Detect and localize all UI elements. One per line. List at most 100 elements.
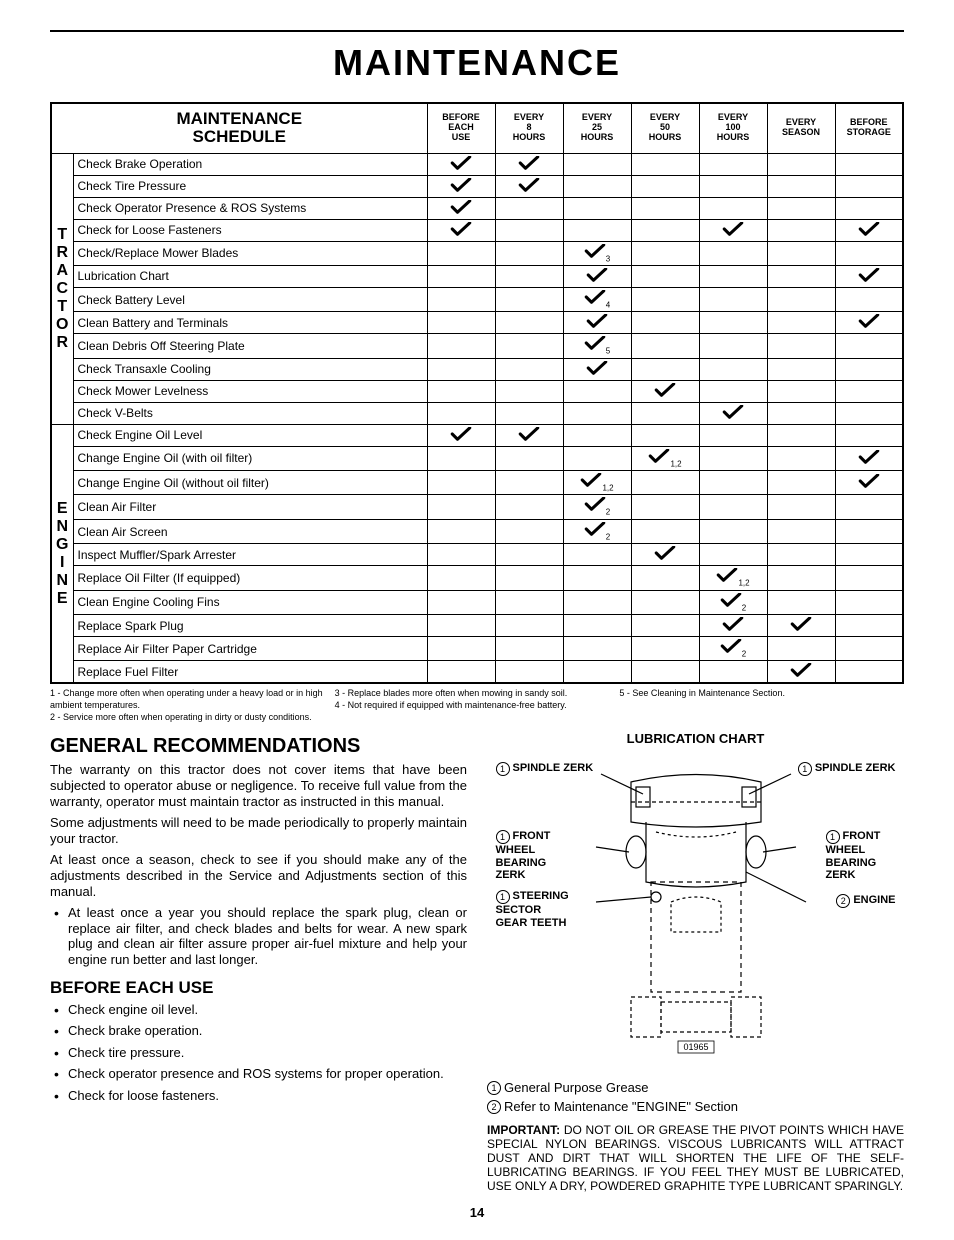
check-cell — [495, 519, 563, 543]
table-row: Change Engine Oil (with oil filter)1,2 — [51, 446, 903, 470]
check-cell — [699, 153, 767, 175]
table-row: Clean Battery and Terminals — [51, 312, 903, 334]
task-cell: Check Mower Levelness — [73, 380, 427, 402]
check-cell — [563, 219, 631, 241]
check-cell — [835, 471, 903, 495]
page-title: MAINTENANCE — [50, 42, 904, 84]
check-cell — [835, 661, 903, 684]
left-column: GENERAL RECOMMENDATIONS The warranty on … — [50, 731, 467, 1193]
check-cell — [767, 197, 835, 219]
check-cell: 1,2 — [631, 446, 699, 470]
check-cell — [835, 544, 903, 566]
check-cell — [427, 661, 495, 684]
task-cell: Check V-Belts — [73, 402, 427, 424]
table-row: Check Mower Levelness — [51, 380, 903, 402]
task-cell: Check Operator Presence & ROS Systems — [73, 197, 427, 219]
task-cell: Check Battery Level — [73, 287, 427, 311]
group-label: TRACTOR — [51, 153, 73, 424]
lub-label-wheel-right: 1FRONT WHEEL BEARING ZERK — [826, 830, 896, 880]
check-cell — [631, 197, 699, 219]
task-cell: Clean Engine Cooling Fins — [73, 590, 427, 614]
check-cell — [563, 380, 631, 402]
check-cell: 4 — [563, 287, 631, 311]
check-cell: 5 — [563, 334, 631, 358]
check-cell — [427, 566, 495, 590]
check-cell — [631, 358, 699, 380]
check-cell — [631, 334, 699, 358]
check-cell — [835, 495, 903, 519]
task-cell: Check/Replace Mower Blades — [73, 241, 427, 265]
lub-label-spindle-right: 1SPINDLE ZERK — [798, 762, 896, 776]
check-cell — [563, 661, 631, 684]
check-cell — [563, 153, 631, 175]
check-cell — [427, 519, 495, 543]
important-note: IMPORTANT: DO NOT OIL OR GREASE THE PIVO… — [487, 1124, 904, 1193]
table-row: Clean Debris Off Steering Plate5 — [51, 334, 903, 358]
check-cell — [495, 590, 563, 614]
check-cell — [835, 358, 903, 380]
check-cell — [631, 637, 699, 661]
check-cell — [699, 241, 767, 265]
check-cell — [427, 241, 495, 265]
check-cell — [631, 590, 699, 614]
check-cell — [699, 265, 767, 287]
check-cell — [699, 312, 767, 334]
check-cell — [631, 544, 699, 566]
check-cell — [495, 424, 563, 446]
check-cell — [495, 566, 563, 590]
check-cell — [835, 241, 903, 265]
check-cell — [495, 153, 563, 175]
check-cell — [563, 402, 631, 424]
check-cell — [563, 544, 631, 566]
lub-label-spindle-left: 1SPINDLE ZERK — [496, 762, 594, 776]
legend-row: 1General Purpose Grease — [487, 1080, 904, 1095]
check-cell: 2 — [699, 590, 767, 614]
check-cell — [631, 519, 699, 543]
check-cell — [427, 358, 495, 380]
top-rule — [50, 30, 904, 32]
check-cell — [767, 312, 835, 334]
check-cell — [767, 615, 835, 637]
check-cell — [835, 402, 903, 424]
check-cell — [495, 241, 563, 265]
check-cell — [427, 334, 495, 358]
check-cell — [563, 615, 631, 637]
check-cell — [427, 153, 495, 175]
table-row: Inspect Muffler/Spark Arrester — [51, 544, 903, 566]
list-item: At least once a year you should replace … — [68, 905, 467, 967]
check-cell — [767, 495, 835, 519]
table-row: Replace Spark Plug — [51, 615, 903, 637]
general-recommendations-heading: GENERAL RECOMMENDATIONS — [50, 735, 467, 758]
check-cell — [835, 153, 903, 175]
check-cell — [835, 312, 903, 334]
task-cell: Check for Loose Fasteners — [73, 219, 427, 241]
footnote: 1 - Change more often when operating und… — [50, 688, 329, 711]
check-cell — [631, 661, 699, 684]
check-cell — [427, 424, 495, 446]
check-cell — [495, 265, 563, 287]
check-cell — [495, 471, 563, 495]
footnote: 3 - Replace blades more often when mowin… — [335, 688, 614, 700]
check-cell — [427, 495, 495, 519]
check-cell — [495, 380, 563, 402]
check-cell — [563, 566, 631, 590]
check-cell — [767, 519, 835, 543]
check-cell — [835, 334, 903, 358]
check-cell — [631, 153, 699, 175]
check-cell — [563, 637, 631, 661]
check-cell — [631, 380, 699, 402]
check-cell — [563, 590, 631, 614]
table-row: Check/Replace Mower Blades 3 — [51, 241, 903, 265]
task-cell: Replace Fuel Filter — [73, 661, 427, 684]
check-cell — [699, 219, 767, 241]
check-cell — [427, 175, 495, 197]
check-cell — [427, 312, 495, 334]
check-cell — [767, 153, 835, 175]
check-cell — [835, 175, 903, 197]
check-cell: 2 — [699, 637, 767, 661]
check-cell — [427, 471, 495, 495]
check-cell: 3 — [563, 241, 631, 265]
table-row: Clean Engine Cooling Fins 2 — [51, 590, 903, 614]
task-cell: Clean Air Screen — [73, 519, 427, 543]
check-cell — [767, 287, 835, 311]
